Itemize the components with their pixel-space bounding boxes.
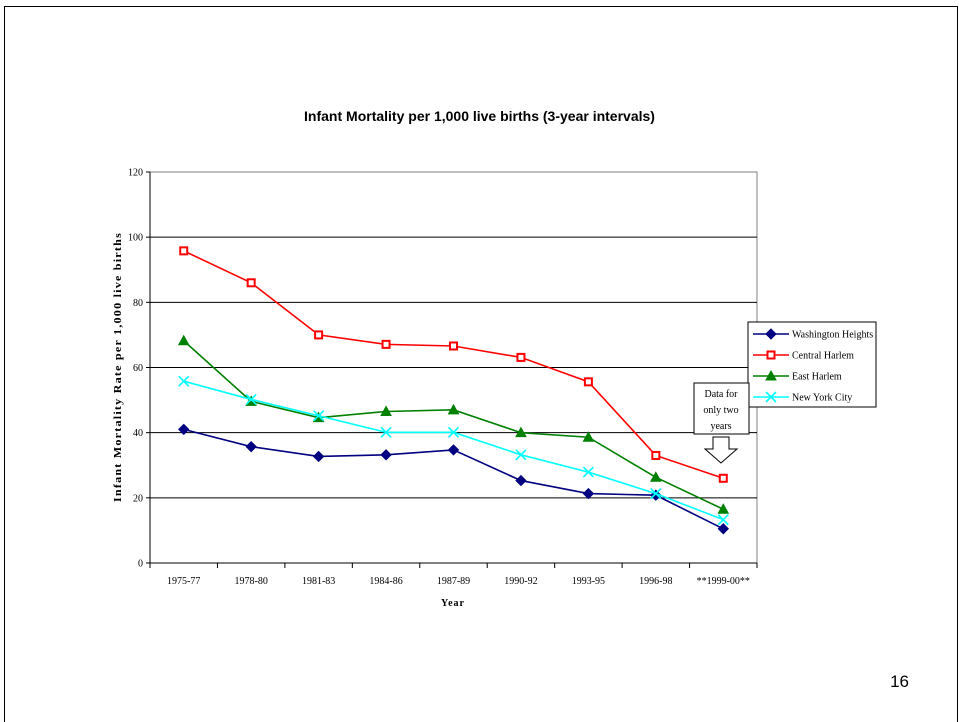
point-east-harlem-marker (177, 334, 190, 346)
chart-title: Infant Mortality per 1,000 live births (… (304, 108, 655, 124)
point-new-york-city-marker (717, 514, 729, 526)
x-axis-title: Year (441, 598, 465, 609)
point-washington-heights-marker (515, 474, 527, 487)
point-east-harlem-marker (515, 426, 527, 438)
x-tick-label: 1975-77 (167, 576, 200, 587)
callout-line-1: Data for (704, 389, 738, 400)
point-new-york-city-marker (245, 393, 257, 405)
x-tick-label: 1987-89 (437, 576, 470, 587)
point-washington-heights-marker (178, 423, 190, 436)
point-new-york-city-marker (515, 449, 527, 461)
x-tick-label: **1999-00** (697, 576, 750, 587)
series-new-york-city (178, 375, 729, 526)
point-central-harlem-marker (246, 278, 256, 288)
series-central-harlem (179, 246, 728, 483)
point-central-harlem-marker (583, 377, 593, 387)
gridlines (150, 236, 757, 499)
point-new-york-city-marker (313, 410, 325, 422)
x-tick-label: 1984-86 (369, 576, 402, 587)
point-new-york-city-marker (582, 466, 594, 478)
legend: Washington Heights Central Harlem East Har… (747, 321, 877, 408)
legend-washington-heights-marker (765, 328, 777, 340)
point-central-harlem-marker (179, 246, 189, 256)
point-washington-heights-marker (582, 487, 595, 500)
point-washington-heights-marker (380, 449, 392, 461)
legend-central-harlem-marker (766, 350, 776, 360)
y-axis-title: Infant Mortality Rate per 1,000 live bir… (113, 232, 124, 502)
series-washington-heights (178, 423, 729, 535)
y-tick-label: 20 (133, 493, 143, 504)
x-tick-label: 1996-98 (639, 576, 672, 587)
series-east-harlem (177, 334, 730, 514)
point-new-york-city-marker (380, 426, 392, 438)
point-central-harlem-marker (718, 473, 728, 483)
y-tick-label: 60 (133, 363, 143, 374)
series-lines (177, 246, 730, 535)
legend-east-harlem-marker (765, 369, 777, 381)
x-tick-label: 1981-83 (302, 576, 335, 587)
legend-item-central-harlem: Central Harlem (753, 350, 854, 362)
point-central-harlem-marker (449, 341, 458, 351)
point-east-harlem-marker (380, 405, 392, 416)
x-tick-label: 1978-80 (234, 576, 267, 587)
point-central-harlem-marker (516, 352, 526, 362)
page-number: 16 (890, 672, 909, 691)
point-new-york-city-marker (178, 375, 190, 387)
point-washington-heights-marker (245, 440, 257, 453)
point-east-harlem-marker (582, 431, 595, 442)
legend-label: East Harlem (792, 372, 842, 383)
legend-item-new-york-city: New York City (753, 391, 852, 404)
point-east-harlem-marker (717, 503, 730, 514)
y-tick-label: 40 (133, 428, 143, 439)
y-tick-label: 80 (133, 298, 143, 309)
legend-label: New York City (792, 393, 852, 404)
point-washington-heights-marker (717, 523, 729, 535)
legend-label: Central Harlem (792, 351, 854, 362)
callout-box (693, 382, 750, 435)
annotation-callout: Data for only two years (693, 382, 750, 464)
point-east-harlem-marker (447, 403, 460, 415)
point-central-harlem-marker (314, 330, 324, 340)
y-tick-label: 100 (128, 233, 143, 244)
legend-item-washington-heights: Washington Heights (753, 328, 873, 341)
x-tick-label: 1990-92 (504, 576, 537, 587)
legend-new-york-city-marker (765, 391, 777, 403)
callout-line-2: only two (703, 405, 738, 416)
x-tick-label: 1993-95 (572, 576, 605, 587)
tick-labels: 0 20 40 60 80 100 120 1975-77 1978-80 1981-83 1984… (128, 168, 758, 587)
point-central-harlem-marker (381, 339, 391, 349)
down-arrow-icon (703, 436, 739, 464)
point-new-york-city-marker (447, 426, 460, 438)
point-washington-heights-marker (447, 444, 460, 456)
y-tick-label: 0 (138, 559, 143, 570)
point-washington-heights-marker (312, 450, 325, 463)
point-new-york-city-marker (650, 488, 662, 500)
point-central-harlem-marker (651, 450, 661, 460)
y-tick-label: 120 (128, 168, 143, 179)
callout-line-3: years (710, 421, 731, 432)
legend-item-east-harlem: East Harlem (753, 369, 842, 383)
point-east-harlem-marker (649, 471, 662, 482)
legend-label: Washington Heights (792, 330, 873, 341)
